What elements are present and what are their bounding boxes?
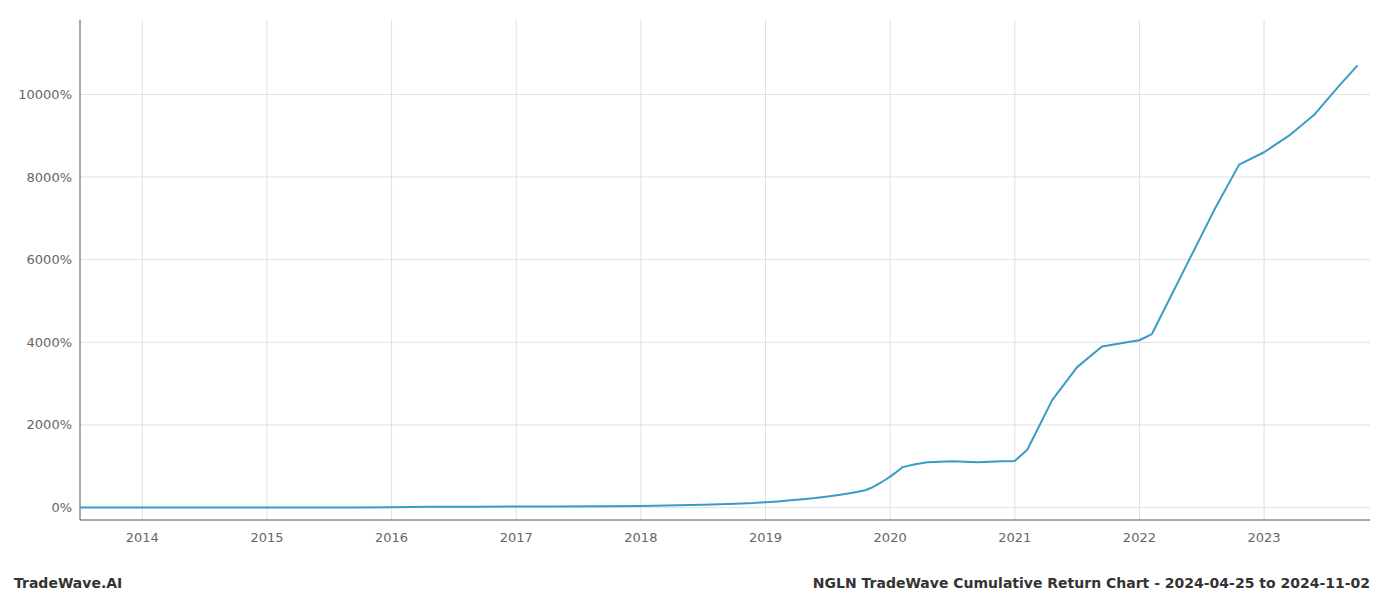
y-tick-label: 6000% — [27, 252, 72, 267]
x-axis-line — [80, 520, 1370, 521]
y-grid-line — [80, 342, 1370, 343]
x-tick-label: 2020 — [874, 530, 907, 545]
y-grid-line — [80, 259, 1370, 260]
x-tick-label: 2019 — [749, 530, 782, 545]
y-tick-label: 8000% — [27, 170, 72, 185]
x-grid-line — [640, 20, 641, 520]
title: NGLN TradeWave Cumulative Return Chart -… — [813, 575, 1370, 591]
y-grid-line — [80, 94, 1370, 95]
x-grid-line — [1014, 20, 1015, 520]
x-grid-line — [391, 20, 392, 520]
y-tick-label: 0% — [51, 500, 72, 515]
grid — [80, 20, 1370, 520]
x-tick-label: 2017 — [500, 530, 533, 545]
x-grid-line — [142, 20, 143, 520]
watermark: TradeWave.AI — [14, 575, 122, 591]
x-tick-label: 2018 — [624, 530, 657, 545]
y-grid-line — [80, 177, 1370, 178]
x-grid-line — [890, 20, 891, 520]
return-line — [80, 65, 1358, 507]
x-grid-line — [516, 20, 517, 520]
x-tick-label: 2023 — [1248, 530, 1281, 545]
y-tick-label: 10000% — [18, 87, 72, 102]
y-grid-line — [80, 424, 1370, 425]
y-tick-label: 4000% — [27, 335, 72, 350]
plot-area — [80, 65, 1358, 507]
y-tick-label: 2000% — [27, 417, 72, 432]
y-axis-line — [80, 20, 81, 520]
x-tick-label: 2016 — [375, 530, 408, 545]
x-tick-label: 2014 — [126, 530, 159, 545]
chart: 2014 2015 2016 2017 2018 2019 2020 2021 2022 2023… — [0, 0, 1400, 600]
x-grid-line — [1264, 20, 1265, 520]
x-tick-label: 2022 — [1123, 530, 1156, 545]
x-tick-label: 2021 — [998, 530, 1031, 545]
x-grid-line — [266, 20, 267, 520]
x-grid-line — [765, 20, 766, 520]
tick-labels: 2014 2015 2016 2017 2018 2019 2020 2021 2022 2023… — [18, 87, 1280, 545]
x-tick-label: 2015 — [250, 530, 283, 545]
x-grid-line — [1139, 20, 1140, 520]
